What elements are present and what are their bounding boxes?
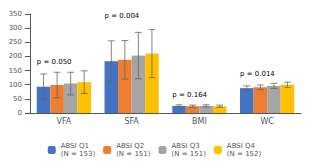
svg-text:p = 0.164: p = 0.164: [172, 91, 207, 99]
svg-text:150: 150: [9, 67, 22, 75]
svg-text:300: 300: [9, 24, 22, 32]
svg-text:(N = 153): (N = 153): [61, 150, 96, 158]
svg-text:(N = 151): (N = 151): [172, 150, 207, 158]
svg-text:p = 0.004: p = 0.004: [105, 12, 140, 20]
svg-text:200: 200: [9, 52, 22, 60]
svg-text:(N = 151): (N = 151): [116, 150, 151, 158]
svg-text:ABSI Q4: ABSI Q4: [227, 142, 256, 150]
svg-text:100: 100: [9, 81, 22, 89]
svg-text:WC: WC: [260, 117, 274, 126]
svg-text:0: 0: [18, 109, 22, 117]
svg-text:350: 350: [9, 10, 22, 18]
svg-text:BMI: BMI: [192, 117, 207, 126]
svg-text:p = 0.014: p = 0.014: [240, 70, 275, 78]
svg-text:p = 0.050: p = 0.050: [37, 58, 72, 66]
svg-text:VFA: VFA: [56, 117, 71, 126]
svg-text:(N = 152): (N = 152): [227, 150, 262, 158]
svg-text:250: 250: [9, 38, 22, 46]
svg-text:50: 50: [13, 95, 22, 103]
svg-text:ABSI Q1: ABSI Q1: [61, 142, 89, 150]
svg-text:SFA: SFA: [124, 117, 139, 126]
svg-text:ABSI Q3: ABSI Q3: [172, 142, 200, 150]
svg-text:ABSI Q2: ABSI Q2: [116, 142, 144, 150]
